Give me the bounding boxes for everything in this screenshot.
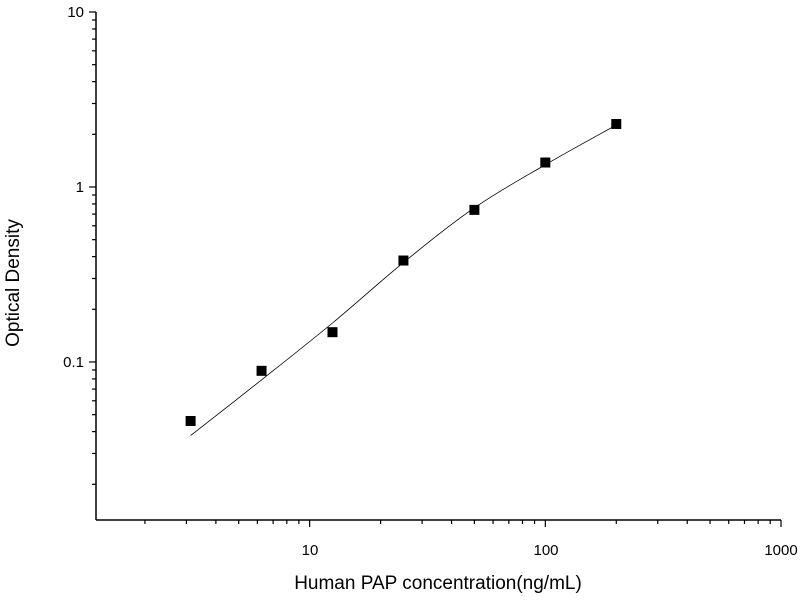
data-point [327, 327, 338, 338]
fit-curve [190, 124, 617, 436]
x-tick-label-10: 10 [302, 542, 319, 559]
y-tick-label-1: 1 [76, 179, 84, 196]
x-axis-title: Human PAP concentration(ng/mL) [294, 573, 582, 594]
x-tick-label-100: 100 [533, 542, 558, 559]
data-point [398, 255, 409, 266]
x-tick-label-1000: 1000 [764, 542, 797, 559]
y-tick-label-0.1: 0.1 [63, 354, 84, 371]
y-tick-label-10: 10 [67, 4, 84, 21]
ticks [89, 11, 782, 527]
data-point [469, 204, 480, 215]
data-point [611, 119, 622, 130]
data-point [256, 365, 267, 376]
data-point [540, 157, 551, 168]
axes [95, 12, 781, 521]
y-axis-title: Optical Density [3, 219, 24, 347]
data-point [185, 415, 196, 426]
data-points [185, 119, 622, 426]
